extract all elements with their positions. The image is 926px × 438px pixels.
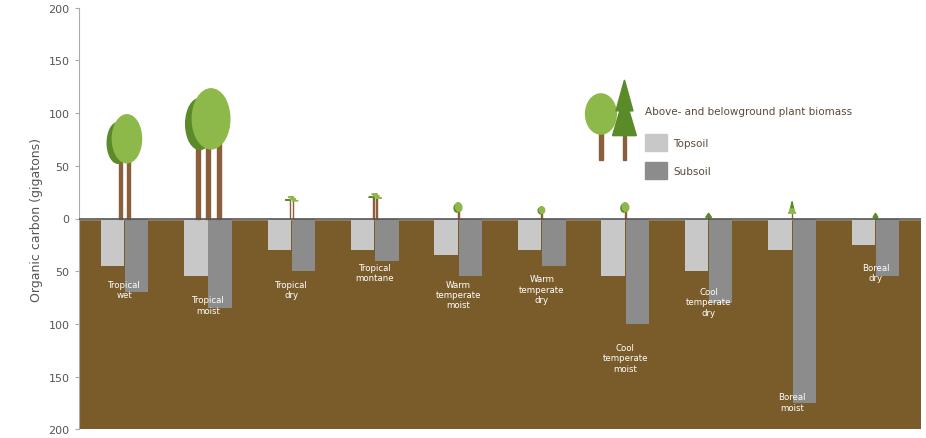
Polygon shape: [791, 202, 794, 208]
Bar: [184, 219, 207, 277]
Bar: [217, 117, 220, 219]
Y-axis label: Organic carbon (gigatons): Organic carbon (gigatons): [30, 137, 43, 301]
Bar: [292, 219, 315, 272]
Bar: [268, 219, 291, 251]
Polygon shape: [790, 205, 795, 211]
Bar: [375, 219, 399, 261]
Bar: [195, 117, 199, 219]
Bar: [518, 219, 542, 251]
Ellipse shape: [107, 123, 129, 164]
Bar: [79, 219, 921, 429]
Bar: [626, 219, 649, 324]
Polygon shape: [873, 214, 878, 218]
Bar: [458, 219, 482, 277]
Text: Tropical
montane: Tropical montane: [356, 263, 394, 283]
Bar: [457, 208, 459, 219]
Ellipse shape: [539, 207, 544, 213]
Polygon shape: [706, 214, 711, 218]
Ellipse shape: [540, 208, 544, 214]
Text: Tropical
moist: Tropical moist: [192, 296, 224, 315]
Bar: [79, 9, 921, 219]
Bar: [542, 210, 543, 219]
Bar: [769, 219, 792, 251]
Bar: [876, 219, 899, 277]
Bar: [125, 219, 148, 293]
Bar: [119, 137, 122, 219]
Bar: [685, 219, 708, 272]
Bar: [208, 219, 232, 308]
Bar: [206, 117, 210, 219]
Ellipse shape: [623, 204, 629, 212]
Ellipse shape: [621, 205, 626, 212]
Text: Tropical
wet: Tropical wet: [108, 280, 141, 299]
Bar: [852, 219, 875, 245]
Ellipse shape: [457, 204, 462, 212]
Bar: [434, 219, 457, 256]
Text: Cool
temperate
dry: Cool temperate dry: [686, 287, 732, 317]
Text: Boreal
moist: Boreal moist: [778, 392, 806, 412]
Ellipse shape: [186, 99, 214, 150]
Ellipse shape: [454, 205, 459, 212]
Bar: [709, 219, 732, 303]
Bar: [101, 219, 124, 266]
Ellipse shape: [112, 116, 142, 163]
Text: Warm
temperate
dry: Warm temperate dry: [519, 275, 565, 304]
Bar: [127, 137, 131, 219]
Bar: [601, 219, 625, 277]
Bar: [543, 219, 566, 266]
Text: Tropical
dry: Tropical dry: [275, 280, 307, 299]
Bar: [793, 219, 816, 403]
Ellipse shape: [622, 203, 628, 211]
Polygon shape: [788, 208, 795, 214]
Bar: [624, 208, 626, 219]
Ellipse shape: [538, 208, 543, 214]
Text: Boreal
dry: Boreal dry: [862, 263, 889, 283]
Bar: [351, 219, 374, 251]
Ellipse shape: [456, 203, 461, 211]
Text: Warm
temperate
moist: Warm temperate moist: [435, 280, 482, 310]
Text: Cool
temperate
moist: Cool temperate moist: [603, 343, 648, 373]
Ellipse shape: [193, 90, 230, 149]
